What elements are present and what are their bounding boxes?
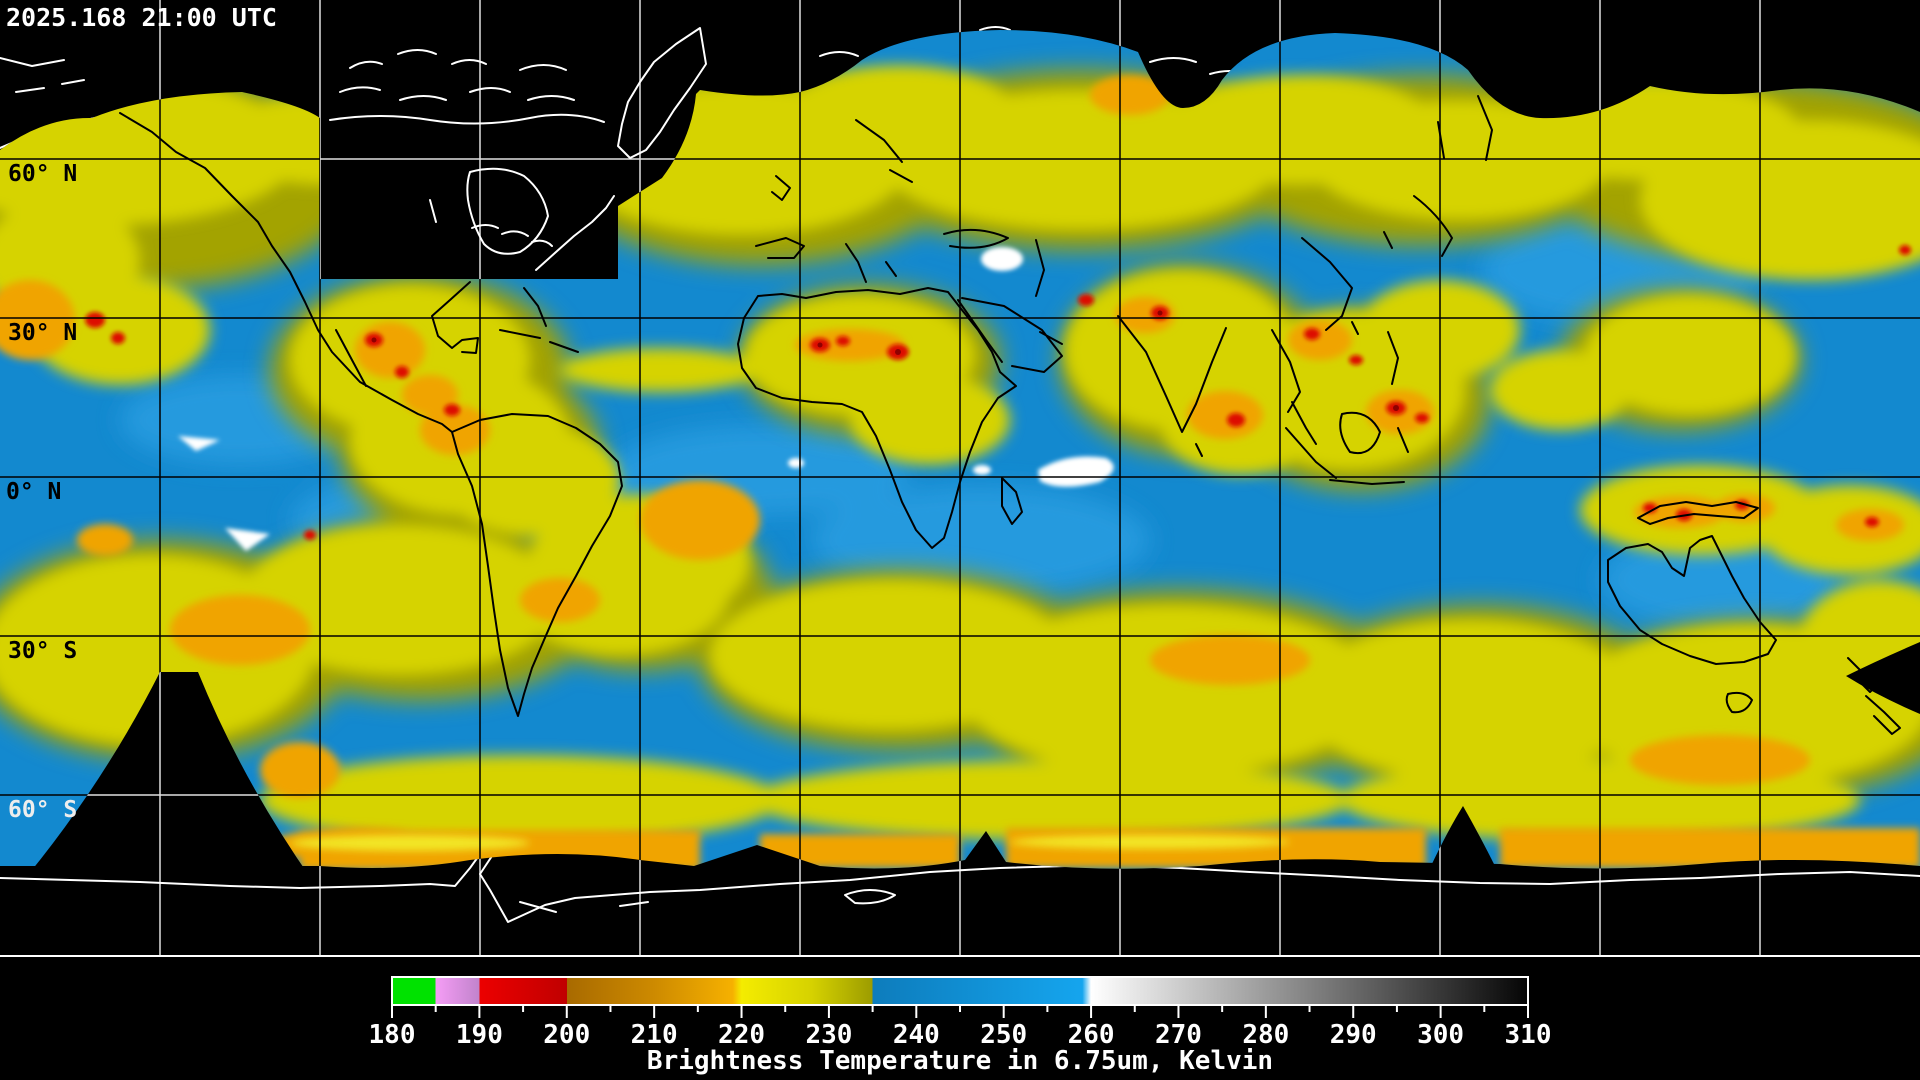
colorbar-ticks bbox=[391, 1005, 1529, 1018]
warm-white-spots bbox=[178, 247, 1114, 551]
latitude-label: 60° N bbox=[8, 161, 77, 187]
colorbar-tick-label: 290 bbox=[1330, 1020, 1377, 1050]
colorbar-tick-label: 270 bbox=[1155, 1020, 1202, 1050]
latitude-label: 30° N bbox=[8, 320, 77, 346]
coastline-europe bbox=[755, 119, 913, 283]
colorbar-tick-label: 230 bbox=[805, 1020, 852, 1050]
colorbar-tick-label: 310 bbox=[1505, 1020, 1552, 1050]
coastline-great-lakes bbox=[429, 199, 553, 247]
coastline-south-america bbox=[451, 413, 623, 717]
coastline-arabia bbox=[957, 297, 1063, 373]
timestamp-label: 2025.168 21:00 UTC bbox=[6, 3, 277, 32]
colorbar-tick-labels: 180 190 200 210 220 230 240 250 260 270 280 290 300 3… bbox=[369, 1020, 1552, 1050]
colorbar-tick-label: 210 bbox=[631, 1020, 678, 1050]
map-field bbox=[0, 0, 1920, 956]
colorbar-title: Brightness Temperature in 6.75um, Kelvin bbox=[647, 1046, 1273, 1076]
coastline-greenland bbox=[617, 27, 707, 159]
coastline-india bbox=[1117, 315, 1227, 457]
colorbar-tick-label: 200 bbox=[543, 1020, 590, 1050]
coastline-antarctica bbox=[0, 849, 1920, 923]
colorbar-tick-label: 180 bbox=[369, 1020, 416, 1050]
colorbar-tick-label: 260 bbox=[1068, 1020, 1115, 1050]
colorbar-gradient-bar bbox=[391, 976, 1529, 1006]
colorbar: 180 190 200 210 220 230 240 250 260 270 280 290 300 3… bbox=[369, 976, 1552, 1076]
coastline-arctic-islands bbox=[339, 49, 575, 101]
coastline-north-america-west bbox=[119, 112, 453, 433]
colorbar-tick-label: 250 bbox=[980, 1020, 1027, 1050]
coastline-hudson-bay bbox=[466, 167, 549, 255]
colorbar-tick-label: 300 bbox=[1417, 1020, 1464, 1050]
latitude-label: 60° S bbox=[8, 797, 77, 823]
coastline-australia bbox=[1607, 535, 1777, 665]
colorbar-tick-label: 190 bbox=[456, 1020, 503, 1050]
coastline-east-asia bbox=[1301, 95, 1493, 335]
deep-convection-red bbox=[85, 245, 1911, 540]
coastline-southeast-asia bbox=[1271, 329, 1409, 485]
latitude-label: 30° S bbox=[8, 638, 77, 664]
latitude-labels: 60° N 30° N 0° N 30° S 60° S bbox=[6, 161, 77, 823]
colorbar-tick-label: 280 bbox=[1242, 1020, 1289, 1050]
coldest-cores bbox=[371, 310, 1399, 411]
colorbar-tick-label: 220 bbox=[718, 1020, 765, 1050]
latitude-label: 0° N bbox=[6, 479, 61, 505]
colorbar-tick-label: 240 bbox=[893, 1020, 940, 1050]
